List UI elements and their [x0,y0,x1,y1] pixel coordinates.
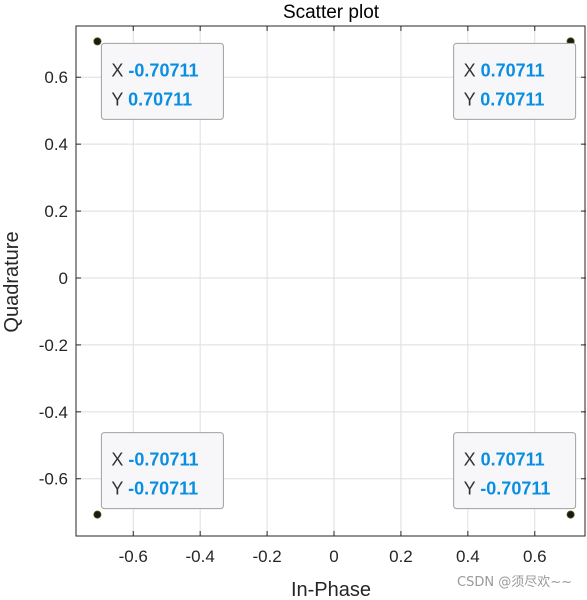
datatip-y-row: Y -0.70711 [111,479,198,499]
datatip-x-value: -0.70711 [128,450,198,470]
datatip-y-key: Y [111,479,128,499]
datatip-x-row: X -0.70711 [111,60,198,80]
datatip-x-value: 0.70711 [481,450,545,470]
y-tick-label: 0.6 [44,68,68,87]
x-tick-label: 0.4 [456,547,480,566]
datatip-x-key: X [111,450,128,470]
scatter-point[interactable] [93,510,102,519]
x-tick-label: 0.2 [389,547,413,566]
datatip-box [100,432,224,510]
datatip-y-value: 0.70711 [480,89,544,109]
plot-area-box [75,25,586,537]
datatip-x-value: -0.70711 [128,60,198,80]
x-axis-label: In-Phase [291,579,371,600]
datatip-y-key: Y [111,89,128,109]
datatip-y-row: Y 0.70711 [464,89,545,109]
x-tick-label: 0 [329,547,338,566]
datatip-y-value: -0.70711 [480,479,550,499]
y-tick-label: -0.6 [39,470,68,489]
datatip-y-key: Y [464,89,481,109]
datatip-x-row: X 0.70711 [464,60,545,80]
datatip-y-value: -0.70711 [128,479,198,499]
x-tick-label: -0.4 [186,547,215,566]
datatip-x-key: X [464,60,481,80]
y-axis-label: Quadrature [1,231,23,332]
axis-ticks: -0.6 -0.4 -0.2 0 0.2 0.4 0.6 -0.6 -0.4 -0.2 0 0.2 0.… [39,26,586,566]
scatter-point[interactable] [93,37,102,46]
datatip-box [453,42,577,120]
datatip-x-row: X 0.70711 [464,450,545,470]
x-tick-label: 0.6 [523,547,547,566]
y-tick-label: -0.4 [39,403,68,422]
x-tick-label: -0.2 [252,547,281,566]
x-tick-label: -0.6 [119,547,148,566]
watermark: CSDN @须尽欢~~ [457,575,572,590]
datatip-y-row: Y 0.70711 [111,89,192,109]
y-tick-label: -0.2 [39,336,68,355]
y-tick-label: 0.2 [44,202,68,221]
datatip-y-value: 0.70711 [128,89,192,109]
datatip-y-key: Y [464,479,481,499]
datatip-box [453,432,577,510]
datatip-x-row: X -0.70711 [111,450,198,470]
datatip-x-key: X [111,60,128,80]
y-tick-label: 0 [59,269,68,288]
datatip-y-row: Y -0.70711 [464,479,551,499]
scatter-point[interactable] [566,510,575,519]
y-tick-label: 0.4 [44,135,68,154]
datatip-x-key: X [464,450,481,470]
chart-title: Scatter plot [283,2,380,23]
datatip-box [100,42,224,120]
datatip-x-value: 0.70711 [481,60,545,80]
